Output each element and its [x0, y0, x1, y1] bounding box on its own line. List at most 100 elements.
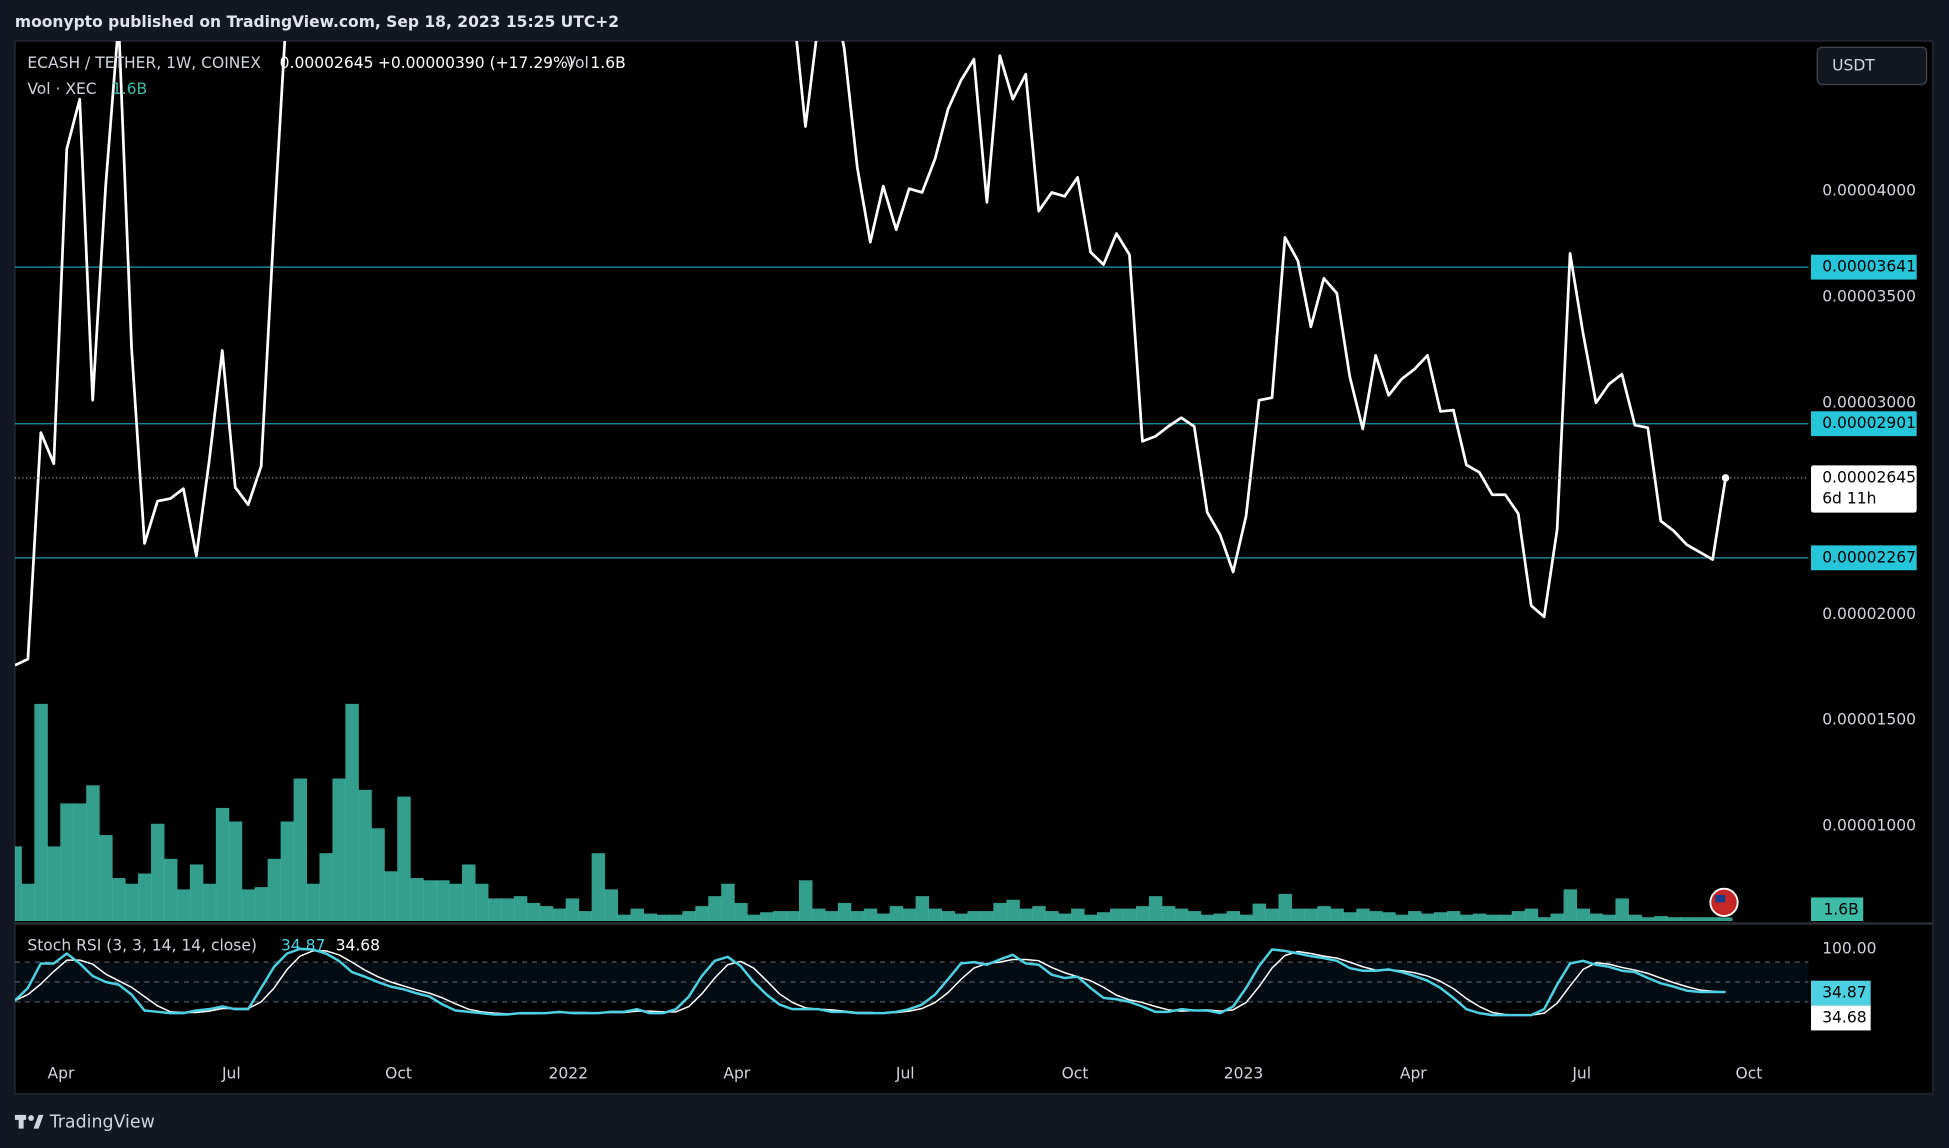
stoch-k-legend: 34.87	[281, 936, 325, 954]
volume-bar	[423, 880, 437, 922]
last-price: 0.00002645	[280, 54, 374, 72]
last-price-box	[1811, 465, 1917, 513]
volume-bar	[1395, 914, 1409, 922]
volume-bar	[462, 864, 476, 922]
volume-bar	[1719, 917, 1733, 922]
level-label-box	[1811, 411, 1917, 437]
volume-bar	[487, 898, 502, 922]
volume-bar	[643, 913, 657, 922]
volume-bar	[591, 853, 606, 922]
volume-bar	[280, 821, 295, 922]
volume-bar	[837, 902, 852, 922]
flag-canton	[1715, 894, 1726, 903]
volume-bar	[1382, 912, 1396, 922]
volume-bar	[1058, 913, 1072, 922]
volume-bar	[1498, 914, 1513, 922]
x-tick-label: Jul	[895, 1064, 915, 1082]
volume-bar	[1174, 908, 1189, 922]
logo-stem	[18, 1114, 24, 1129]
volume-bar	[1706, 917, 1720, 922]
volume-bar	[371, 828, 385, 922]
x-tick-label: Oct	[1062, 1064, 1089, 1082]
volume-bar	[1317, 906, 1331, 922]
volume-bar	[656, 914, 670, 922]
y-tick-label: 0.00001500	[1822, 711, 1916, 729]
volume-bar	[86, 785, 100, 922]
volume-bar	[954, 913, 968, 922]
volume-bar	[1628, 914, 1642, 922]
volume-bar	[1693, 917, 1707, 922]
volume-bar	[267, 858, 282, 922]
volume-bar	[1161, 906, 1176, 922]
volume-bar	[850, 911, 865, 922]
volume-bar	[578, 911, 593, 922]
volume-bar	[539, 906, 554, 922]
volume-bar	[319, 853, 333, 922]
volume-bar	[695, 906, 709, 922]
volume-bar	[1472, 913, 1487, 922]
stoch-d-legend: 34.68	[336, 936, 380, 954]
footer-brand: TradingView	[49, 1112, 155, 1132]
last-price-label: 0.00002645	[1822, 468, 1916, 486]
volume-bar	[449, 883, 463, 922]
currency-button-label[interactable]: USDT	[1832, 56, 1875, 74]
volume-bar	[1589, 913, 1603, 922]
volume-bar	[60, 803, 74, 922]
volume-bar	[786, 911, 800, 922]
stoch-value-label: 34.68	[1822, 1008, 1866, 1026]
volume-bar	[902, 908, 917, 922]
volume-legend: Vol · XEC	[27, 80, 96, 98]
volume-bar	[1524, 908, 1539, 922]
volume-bar	[513, 896, 528, 922]
volume-bar	[384, 871, 398, 922]
y-tick-label: 0.00003000	[1822, 393, 1916, 411]
volume-bar	[1485, 914, 1500, 922]
volume-bar	[228, 821, 243, 922]
volume-label-box	[1811, 897, 1864, 922]
volume-bar	[721, 883, 735, 922]
volume-bar	[1187, 911, 1202, 922]
vol-value: 1.6B	[590, 54, 625, 72]
volume-bar	[863, 908, 878, 922]
x-tick-label: Jul	[1571, 1064, 1591, 1082]
x-tick-label: 2022	[549, 1064, 589, 1082]
volume-bar	[915, 896, 930, 922]
volume-bar	[1148, 896, 1163, 922]
volume-bar	[1213, 913, 1228, 922]
volume-bar	[1265, 908, 1279, 922]
price-change: +0.00000390 (+17.29%)	[378, 54, 574, 72]
volume-legend-value: 1.6B	[112, 80, 147, 98]
volume-bar	[410, 878, 424, 922]
volume-bar	[1110, 908, 1124, 922]
volume-bar	[1226, 911, 1241, 922]
x-tick-label: Oct	[1736, 1064, 1763, 1082]
price-layer	[14, 41, 1809, 667]
volume-bar	[1304, 908, 1318, 922]
volume-bar	[1122, 908, 1137, 922]
currency-button-box[interactable]	[1816, 46, 1928, 86]
level-label: 0.00002267	[1822, 548, 1916, 566]
price-line	[14, 41, 1727, 667]
volume-bar	[1576, 908, 1591, 922]
stoch-value-box	[1811, 1005, 1871, 1031]
volume-bar	[397, 796, 411, 922]
volume-bar	[928, 908, 943, 922]
volume-bar	[811, 908, 826, 922]
stoch-layer	[14, 947, 1809, 1017]
volume-bar	[345, 703, 359, 922]
publisher: moonypto published on TradingView.com, S…	[15, 13, 619, 31]
volume-bar	[1006, 899, 1020, 922]
volume-label: 1.6B	[1823, 900, 1858, 918]
volume-bar	[889, 906, 904, 922]
volume-bar	[1084, 914, 1098, 922]
axis-layer: 0.00001000 0.00001500 0.00002000 0.00003000…	[48, 182, 1917, 1082]
volume-bar	[1032, 906, 1046, 922]
footer-logo	[14, 1114, 44, 1129]
volume-bar	[1278, 893, 1292, 922]
volume-bar	[1097, 912, 1111, 922]
volume-bar	[293, 778, 308, 922]
volume-bar	[436, 880, 450, 922]
volume-bar	[760, 912, 774, 922]
level-label: 0.00002901	[1822, 414, 1916, 432]
currency-button[interactable]: USDT	[1816, 46, 1928, 86]
